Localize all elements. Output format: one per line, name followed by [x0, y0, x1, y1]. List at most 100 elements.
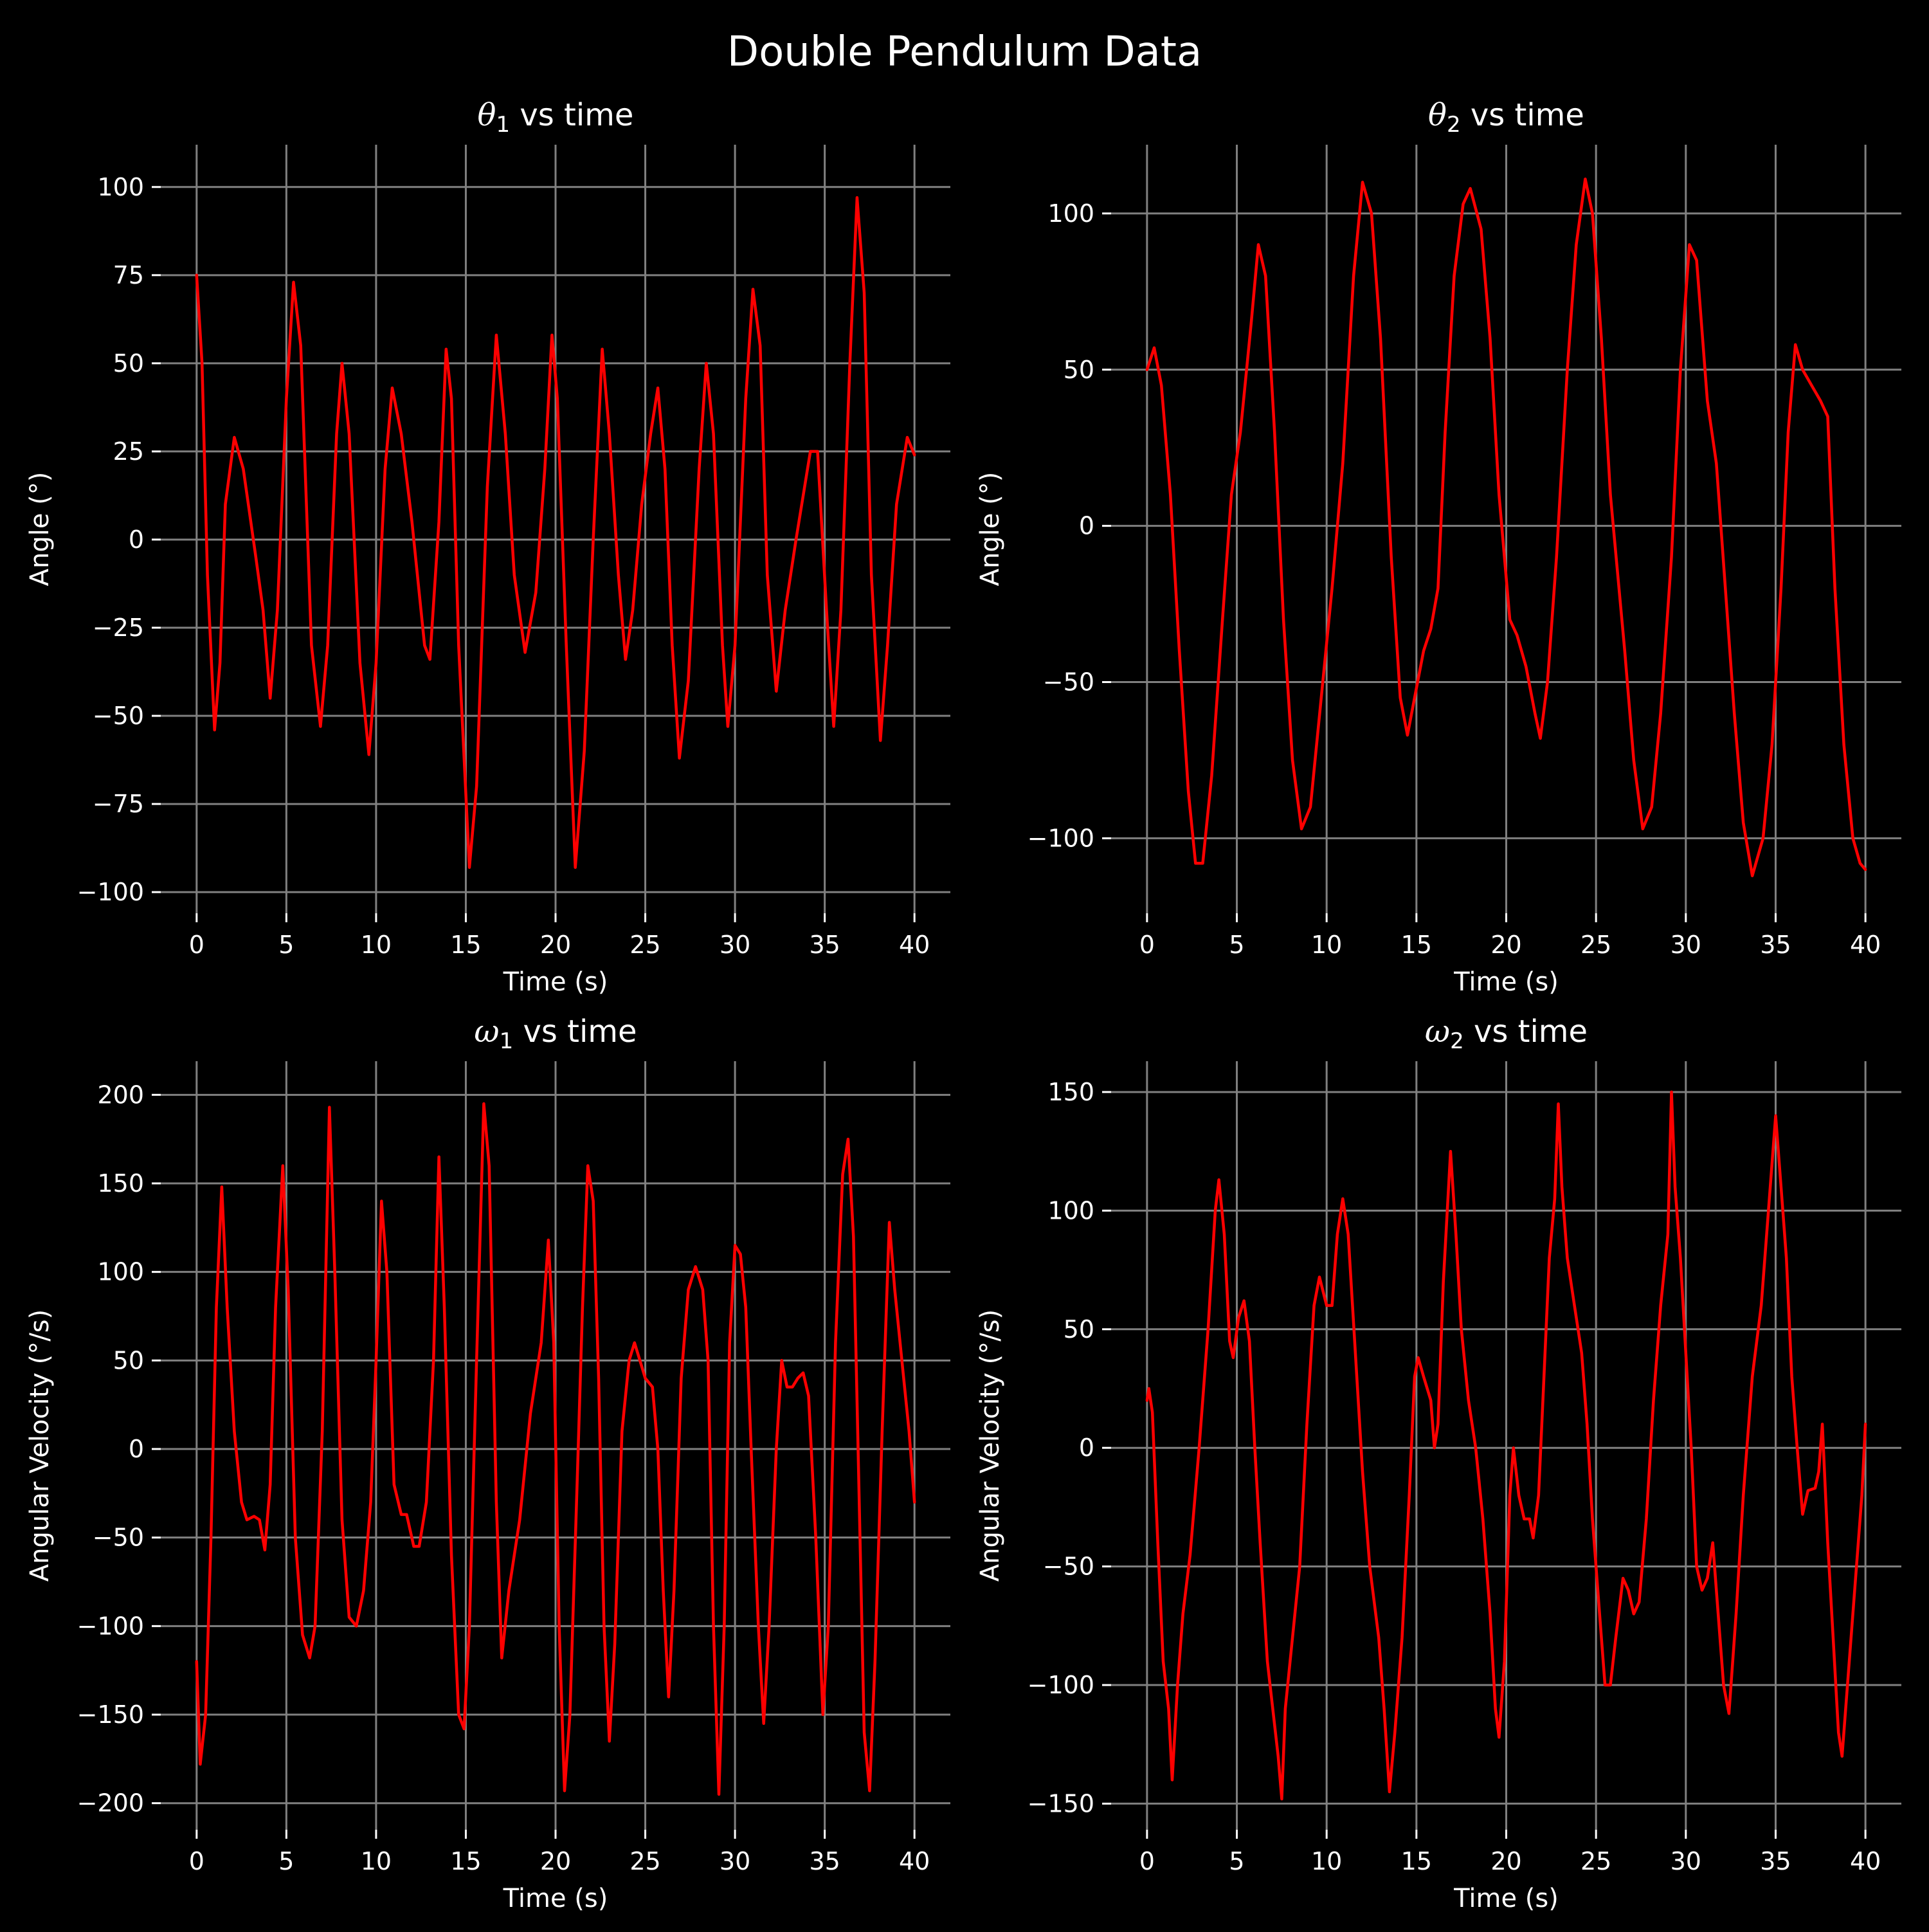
x-tick-label: 30	[720, 1847, 750, 1875]
x-tick-label: 20	[540, 1847, 571, 1875]
y-tick-label: −25	[93, 614, 144, 642]
x-tick-label: 10	[1311, 931, 1342, 959]
title-text: vs time	[1461, 97, 1584, 133]
x-tick-label: 20	[1490, 1847, 1521, 1875]
x-tick-label: 35	[809, 1847, 840, 1875]
x-tick-label: 10	[1311, 1847, 1342, 1875]
x-tick-label: 0	[189, 931, 204, 959]
y-axis-label: Angle (°)	[25, 472, 55, 587]
title-symbol: θ	[1428, 97, 1447, 133]
title-subscript: 1	[500, 1028, 514, 1054]
x-tick-label: 0	[1139, 1847, 1155, 1875]
series-line-1	[195, 1102, 916, 1796]
x-tick-label: 5	[1229, 1847, 1244, 1875]
subplot-title: ω2 vs time	[1425, 1014, 1588, 1054]
x-axis-label: Time (s)	[503, 967, 608, 997]
subplot-4: 0 5 10 15 20 25 30 35 40 −150 −100 −50 0 50 100 150 ω2 v…	[975, 1014, 1901, 1913]
y-tick-label: −100	[77, 1612, 144, 1640]
y-tick-label: 200	[97, 1080, 144, 1109]
x-tick-label: 30	[1671, 1847, 1701, 1875]
x-tick-label: 30	[720, 931, 750, 959]
y-tick-label: −100	[1028, 1671, 1094, 1699]
title-symbol: ω	[474, 1014, 499, 1050]
y-tick-label: 0	[129, 1435, 144, 1463]
x-tick-label: 15	[1401, 931, 1432, 959]
x-tick-label: 5	[278, 931, 294, 959]
y-tick-label: 100	[97, 173, 144, 201]
y-tick-label: 150	[97, 1169, 144, 1198]
series-line-1	[195, 196, 916, 869]
title-subscript: 1	[496, 112, 510, 138]
y-tick-label: −150	[1028, 1789, 1094, 1818]
x-tick-label: 40	[899, 1847, 930, 1875]
y-tick-label: −75	[93, 790, 144, 818]
series-line-1	[1145, 1090, 1867, 1801]
x-tick-label: 0	[189, 1847, 204, 1875]
x-tick-label: 25	[1580, 1847, 1611, 1875]
x-tick-label: 35	[1760, 931, 1791, 959]
y-tick-label: 50	[113, 1346, 144, 1374]
y-tick-label: 75	[113, 261, 144, 289]
title-text: vs time	[1464, 1014, 1588, 1050]
subplot-title: θ2 vs time	[1428, 97, 1584, 138]
y-axis-label: Angle (°)	[975, 472, 1005, 587]
x-tick-label: 15	[1401, 1847, 1432, 1875]
title-subscript: 2	[1450, 1028, 1464, 1054]
x-tick-label: 15	[450, 931, 481, 959]
title-text: vs time	[513, 1014, 637, 1050]
y-tick-label: 50	[1064, 356, 1094, 384]
title-symbol: ω	[1425, 1014, 1450, 1050]
y-tick-label: 0	[129, 525, 144, 554]
x-tick-label: 25	[629, 931, 660, 959]
x-tick-label: 0	[1139, 931, 1155, 959]
x-tick-label: 10	[361, 1847, 392, 1875]
x-tick-label: 20	[1490, 931, 1521, 959]
y-tick-label: −200	[77, 1789, 144, 1818]
y-tick-label: −50	[1043, 1553, 1094, 1581]
x-tick-label: 40	[1850, 931, 1881, 959]
x-tick-label: 25	[1580, 931, 1611, 959]
y-tick-label: 50	[113, 349, 144, 378]
x-tick-label: 15	[450, 1847, 481, 1875]
subplot-title: ω1 vs time	[474, 1014, 637, 1054]
x-tick-label: 20	[540, 931, 571, 959]
x-tick-label: 5	[278, 1847, 294, 1875]
subplot-title: θ1 vs time	[478, 97, 634, 138]
subplot-2: 0 5 10 15 20 25 30 35 40 −100 −50 0 50 100 θ2 vs time T…	[975, 97, 1901, 997]
y-tick-label: −100	[1028, 824, 1094, 852]
x-axis-label: Time (s)	[503, 1884, 608, 1913]
x-tick-label: 25	[629, 1847, 660, 1875]
y-tick-label: −50	[93, 1524, 144, 1552]
y-tick-label: −100	[77, 878, 144, 906]
x-tick-label: 10	[361, 931, 392, 959]
y-axis-label: Angular Velocity (°/s)	[975, 1309, 1005, 1581]
subplot-3: 0 5 10 15 20 25 30 35 40 −200 −150 −100 −50 0 50 100 150…	[25, 1014, 950, 1913]
y-tick-label: 100	[97, 1258, 144, 1286]
y-tick-label: 25	[113, 437, 144, 466]
x-tick-label: 30	[1671, 931, 1701, 959]
y-tick-label: −50	[93, 702, 144, 730]
x-tick-label: 35	[809, 931, 840, 959]
y-tick-label: −50	[1043, 668, 1094, 697]
x-tick-label: 40	[1850, 1847, 1881, 1875]
x-axis-label: Time (s)	[1453, 967, 1559, 997]
x-axis-label: Time (s)	[1453, 1884, 1559, 1913]
y-tick-label: 50	[1064, 1315, 1094, 1344]
y-tick-label: 0	[1079, 1434, 1094, 1462]
title-text: vs time	[510, 97, 633, 133]
series-line-1	[1145, 178, 1867, 877]
title-subscript: 2	[1447, 112, 1461, 138]
y-tick-label: 0	[1079, 512, 1094, 540]
y-tick-label: 150	[1047, 1078, 1094, 1106]
y-tick-label: 100	[1047, 199, 1094, 228]
title-symbol: θ	[478, 97, 496, 133]
x-tick-label: 40	[899, 931, 930, 959]
figure-title: Double Pendulum Data	[727, 28, 1202, 76]
y-axis-label: Angular Velocity (°/s)	[25, 1309, 55, 1581]
x-tick-label: 35	[1760, 1847, 1791, 1875]
y-tick-label: −150	[77, 1700, 144, 1729]
subplot-1: 0 5 10 15 20 25 30 35 40 −100 −75 −50 −25 0 25 50 75 100 θ…	[25, 97, 950, 997]
x-tick-label: 5	[1229, 931, 1244, 959]
